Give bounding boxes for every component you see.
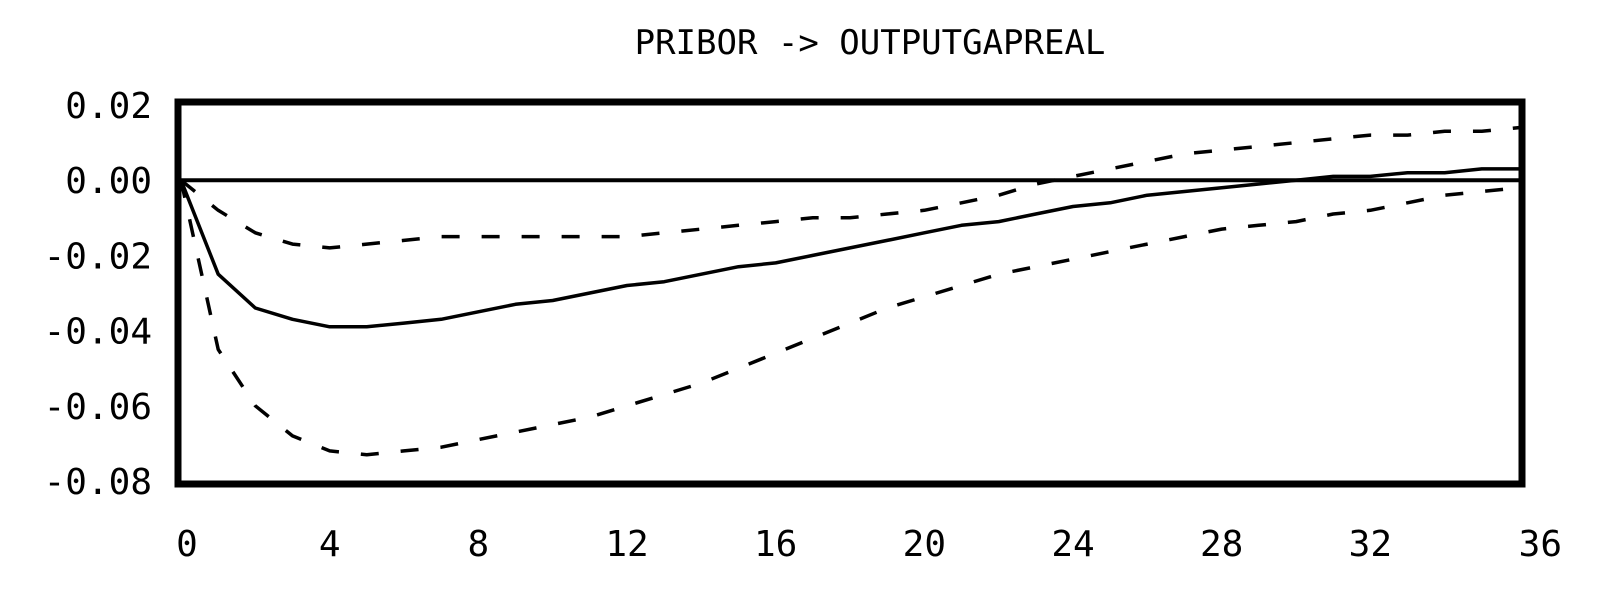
x-tick-label: 8 bbox=[467, 524, 489, 565]
y-tick-label: -0.06 bbox=[44, 387, 152, 428]
x-tick-label: 24 bbox=[1051, 524, 1094, 565]
x-tick-label: 4 bbox=[319, 524, 341, 565]
y-tick-label: -0.04 bbox=[44, 312, 152, 353]
y-tick-label: 0.00 bbox=[65, 161, 152, 202]
y-tick-label: 0.02 bbox=[65, 86, 152, 127]
x-tick-label: 0 bbox=[176, 524, 198, 565]
x-tick-label: 16 bbox=[754, 524, 797, 565]
chart-title: PRIBOR -> OUTPUTGAPREAL bbox=[635, 23, 1106, 63]
x-tick-label: 20 bbox=[903, 524, 946, 565]
lower-band-line bbox=[179, 179, 1520, 457]
x-tick-label: 28 bbox=[1200, 524, 1243, 565]
axis-layer: 0.02 0.00 -0.02 -0.04 -0.06 -0.08 0 4 8 12 16 20 24 2… bbox=[44, 86, 1562, 565]
plot-frame bbox=[174, 98, 1526, 488]
y-tick-label: -0.02 bbox=[44, 236, 152, 277]
upper-band-line bbox=[179, 125, 1520, 250]
impulse-response-line bbox=[179, 167, 1519, 329]
x-tick-label: 32 bbox=[1349, 524, 1392, 565]
x-tick-label: 12 bbox=[605, 524, 648, 565]
y-tick-label: -0.08 bbox=[44, 462, 152, 503]
x-tick-label: 36 bbox=[1519, 524, 1562, 565]
series-layer bbox=[179, 125, 1520, 457]
